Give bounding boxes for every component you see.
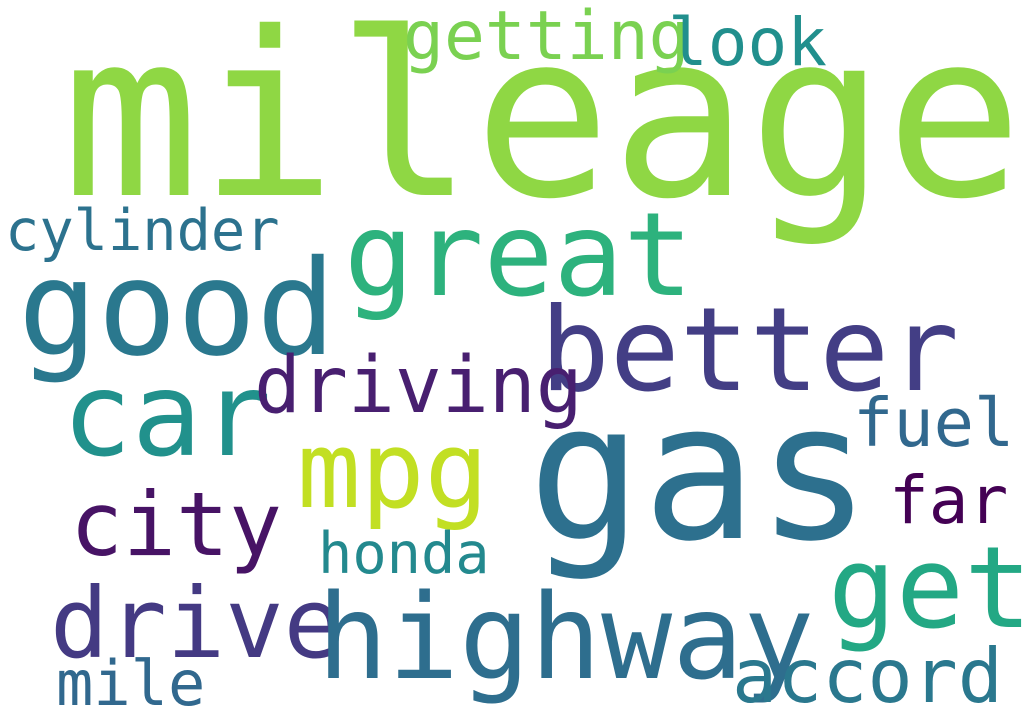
word-car: car	[62, 348, 272, 483]
word-mile: mile	[56, 647, 206, 720]
word-highway: highway	[317, 568, 815, 706]
word-better: better	[540, 283, 960, 418]
word-mileage: mileage	[62, 0, 1023, 249]
word-city: city	[70, 473, 282, 576]
word-far: far	[889, 462, 1009, 539]
word-good: good	[18, 232, 336, 386]
word-driving: driving	[254, 341, 583, 431]
word-gas: gas	[528, 362, 872, 583]
word-fuel: fuel	[853, 384, 1015, 462]
word-look: look	[668, 4, 827, 81]
word-getting: getting	[403, 0, 690, 76]
word-get: get	[828, 522, 1024, 654]
word-great: great	[344, 188, 694, 323]
word-accord: accord	[732, 632, 1003, 720]
word-mpg: mpg	[297, 409, 489, 532]
word-drive: drive	[50, 567, 342, 680]
word-honda: honda	[318, 521, 490, 587]
word-cylinder: cylinder	[5, 198, 280, 264]
